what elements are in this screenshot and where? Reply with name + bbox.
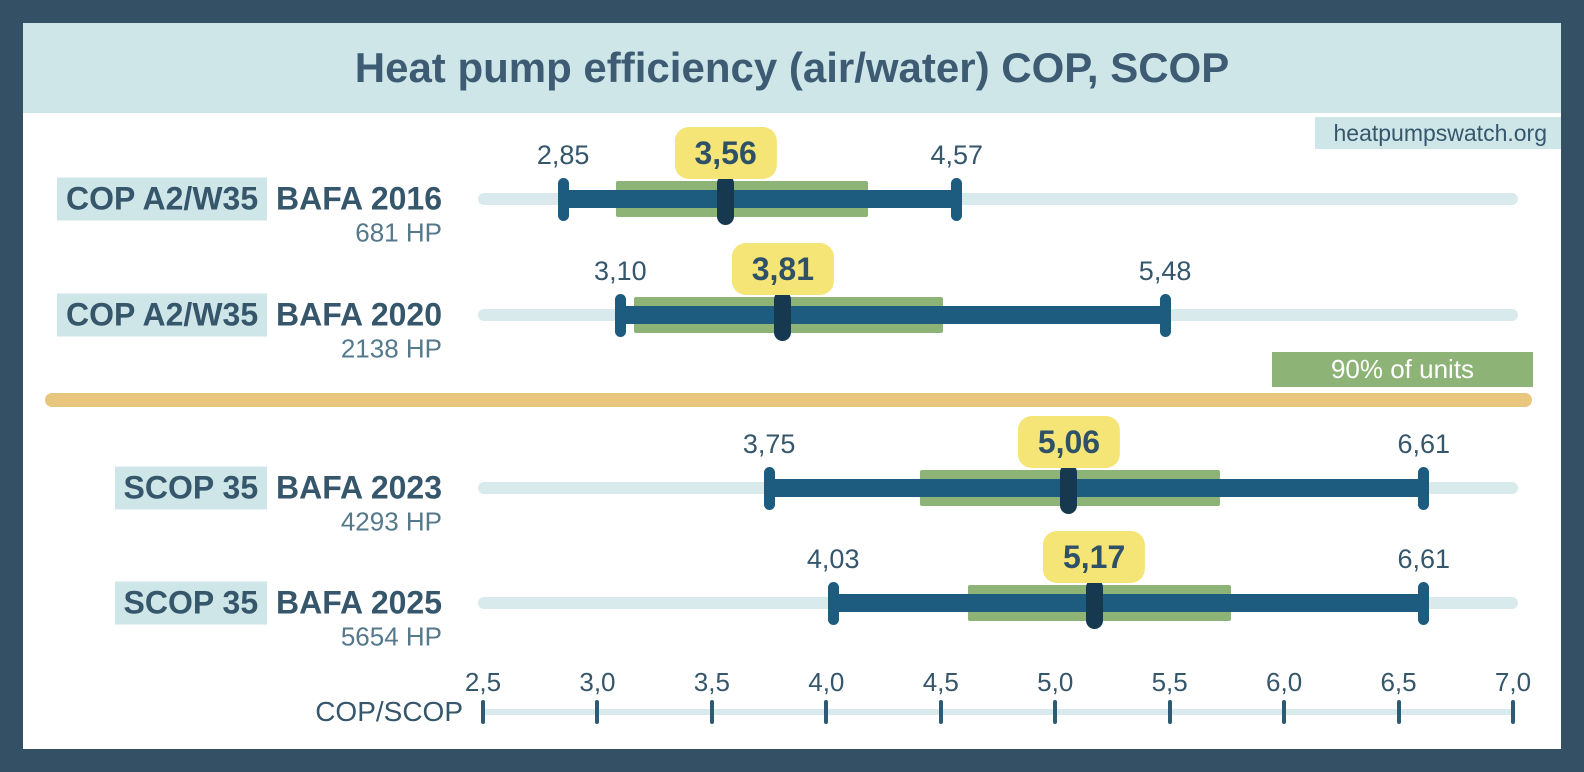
series-label: SCOP 35 BAFA 2023 xyxy=(114,466,442,510)
max-value-label: 6,61 xyxy=(1397,544,1450,574)
series-label: COP A2/W35 BAFA 2016 xyxy=(57,177,442,221)
min-value-label: 3,75 xyxy=(742,429,796,459)
min-whisker xyxy=(763,467,775,510)
min-whisker xyxy=(557,178,569,221)
dataset-label: BAFA 2023 xyxy=(267,469,442,506)
median-value-badge: 3,56 xyxy=(674,127,777,179)
min-value-label: 2,85 xyxy=(536,140,590,170)
page-title: Heat pump efficiency (air/water) COP, SC… xyxy=(354,44,1230,91)
x-axis-tick-label: 5,5 xyxy=(1151,667,1188,697)
range-bar xyxy=(833,594,1424,612)
min-whisker xyxy=(614,294,626,337)
source-link-badge[interactable]: heatpumpswatch.org xyxy=(1315,117,1561,149)
max-value-label: 5,48 xyxy=(1138,256,1192,286)
metric-label-highlight: SCOP 35 xyxy=(114,581,268,625)
x-axis-tick xyxy=(1053,700,1058,724)
max-value-label: 6,61 xyxy=(1397,429,1450,459)
x-axis-tick xyxy=(595,700,600,724)
x-axis-tick-label: 6,5 xyxy=(1380,667,1417,697)
median-value-badge: 5,17 xyxy=(1042,531,1146,583)
median-marker xyxy=(1060,464,1078,514)
metric-label-highlight: COP A2/W35 xyxy=(57,293,268,337)
section-divider xyxy=(45,393,1532,407)
x-axis-title: COP/SCOP xyxy=(315,696,463,727)
max-whisker xyxy=(1159,294,1171,337)
x-axis-tick xyxy=(1511,700,1515,724)
x-axis-tick-label: 2,5 xyxy=(464,667,502,697)
x-axis-tick xyxy=(1167,700,1172,724)
dataset-label: BAFA 2016 xyxy=(267,180,442,217)
x-axis-tick-label: 4,5 xyxy=(922,667,959,697)
dataset-label: BAFA 2025 xyxy=(267,584,442,621)
x-axis-tick-label: 3,0 xyxy=(579,667,616,697)
max-value-label: 4,57 xyxy=(930,140,984,170)
max-whisker xyxy=(1418,467,1430,510)
min-whisker xyxy=(827,582,839,625)
x-axis-tick-label: 5,0 xyxy=(1037,667,1074,697)
sample-size-label: 5654 HP xyxy=(340,621,442,652)
series-label: SCOP 35 BAFA 2025 xyxy=(114,581,442,625)
range-bar xyxy=(769,479,1424,497)
x-axis-tick xyxy=(938,700,943,724)
x-axis-line xyxy=(483,709,1513,715)
x-axis-tick xyxy=(1282,700,1287,724)
sample-size-label: 4293 HP xyxy=(340,506,442,537)
max-whisker xyxy=(951,178,963,221)
x-axis-tick-label: 4,0 xyxy=(808,667,845,697)
range-bar xyxy=(620,306,1166,324)
dataset-label: BAFA 2020 xyxy=(267,296,442,333)
range-bar xyxy=(563,190,957,208)
x-axis-tick xyxy=(709,700,714,724)
x-axis-tick xyxy=(481,700,485,724)
sample-size-label: 681 HP xyxy=(355,217,442,248)
median-value-badge: 5,06 xyxy=(1017,416,1121,468)
metric-label-highlight: COP A2/W35 xyxy=(57,177,268,221)
x-axis-tick-label: 3,5 xyxy=(693,667,730,697)
median-marker xyxy=(717,175,735,225)
series-label: COP A2/W35 BAFA 2020 xyxy=(57,293,442,337)
sample-size-label: 2138 HP xyxy=(340,333,442,364)
x-axis-tick xyxy=(1396,700,1401,724)
median-marker xyxy=(1085,579,1103,629)
x-axis-tick xyxy=(824,700,829,724)
metric-label-highlight: SCOP 35 xyxy=(114,466,268,510)
median-marker xyxy=(774,291,792,341)
legend-90pct: 90% of units xyxy=(1272,352,1533,387)
median-value-badge: 3,81 xyxy=(731,243,834,295)
min-value-label: 4,03 xyxy=(806,544,860,574)
x-axis-tick-label: 7,0 xyxy=(1494,667,1532,697)
max-whisker xyxy=(1418,582,1430,625)
title-band: Heat pump efficiency (air/water) COP, SC… xyxy=(23,23,1561,113)
min-value-label: 3,10 xyxy=(594,256,647,286)
x-axis-tick-label: 6,0 xyxy=(1266,667,1303,697)
